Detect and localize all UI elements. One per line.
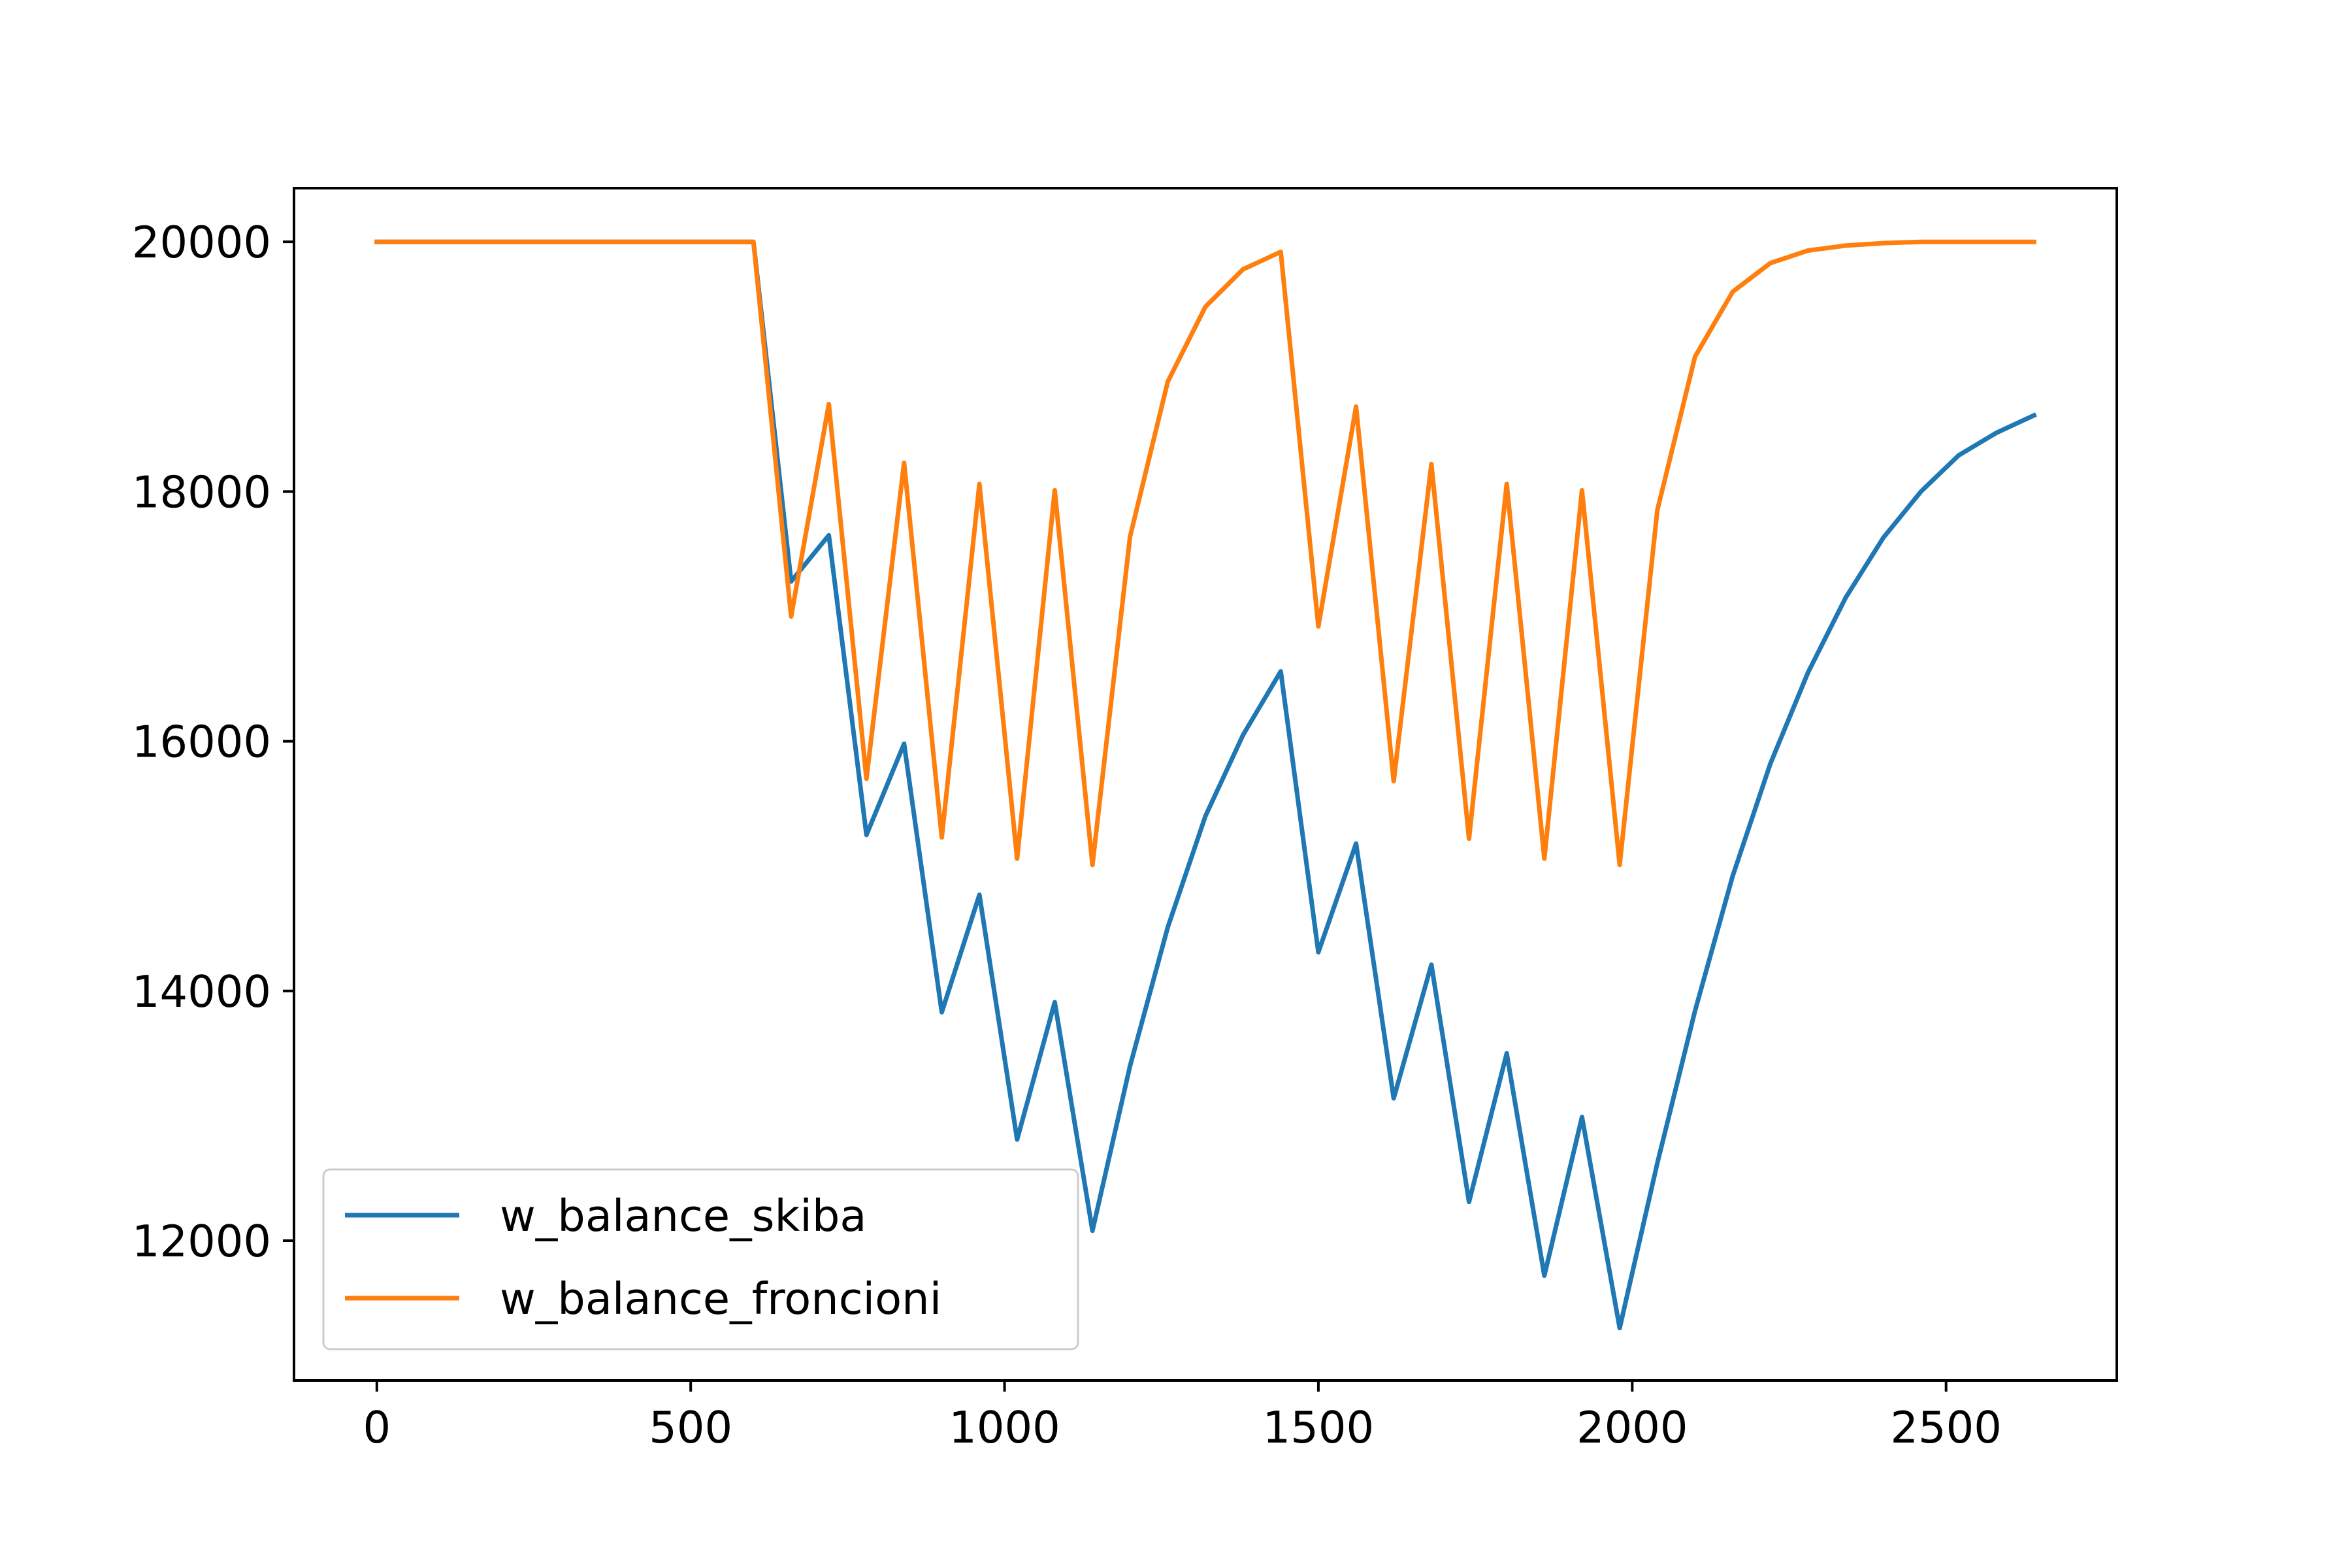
y-tick-label: 20000 xyxy=(132,217,271,268)
x-tick-label: 2500 xyxy=(1890,1402,2002,1453)
x-tick-label: 500 xyxy=(649,1402,732,1453)
legend-box xyxy=(322,1168,1079,1350)
x-axis: 0 500 1000 1500 2000 2500 xyxy=(363,1380,2002,1453)
x-tick-label: 2000 xyxy=(1576,1402,1688,1453)
x-tick-label: 0 xyxy=(363,1402,391,1453)
series-line-w-balance-froncioni xyxy=(374,239,2036,868)
series-layer xyxy=(374,239,2037,1331)
legend-label: w_balance_froncioni xyxy=(500,1273,941,1324)
x-tick-label: 1500 xyxy=(1263,1402,1375,1453)
legend-label: w_balance_skiba xyxy=(500,1190,867,1241)
y-axis: 12000 14000 16000 18000 20000 xyxy=(132,217,294,1267)
plot-frame xyxy=(293,187,2118,1382)
y-tick-label: 18000 xyxy=(132,466,271,517)
y-tick-label: 14000 xyxy=(132,966,271,1017)
series-line-w-balance-skiba xyxy=(374,239,2037,1331)
y-tick-label: 12000 xyxy=(132,1216,271,1267)
x-tick-label: 1000 xyxy=(949,1402,1060,1453)
y-tick-label: 16000 xyxy=(132,717,271,768)
legend: w_balance_skiba w_balance_froncioni xyxy=(322,1168,1079,1350)
